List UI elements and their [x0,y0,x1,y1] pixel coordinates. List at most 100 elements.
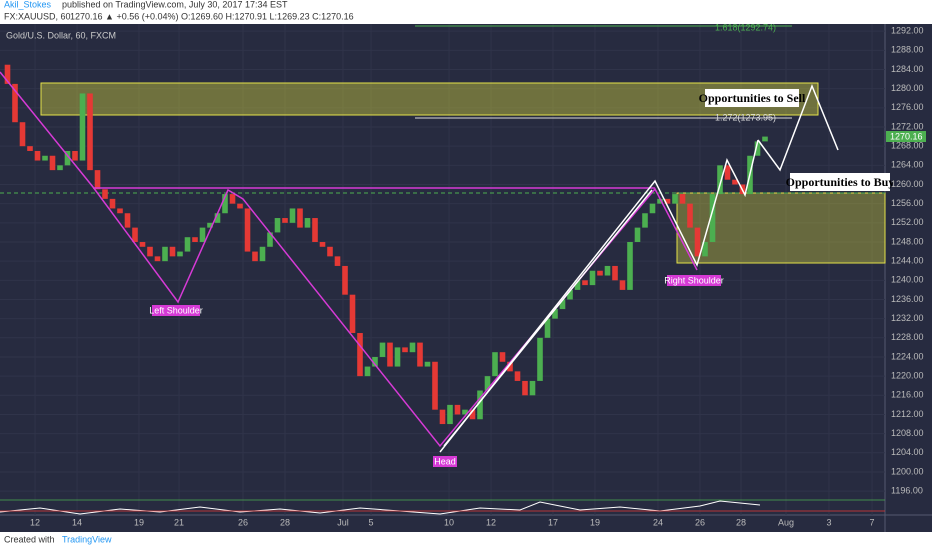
y-tick-label: 1220.00 [891,371,924,381]
brand[interactable]: TradingView [62,534,112,544]
y-tick-label: 1256.00 [891,198,924,208]
y-tick-label: 1200.00 [891,466,924,476]
published: published on TradingView.com, July 30, 2… [62,0,288,9]
candle [177,251,183,257]
label-box [705,89,799,107]
candle [327,246,333,257]
y-tick-label: 1272.00 [891,121,924,131]
annotation: Right Shoulder [664,275,724,285]
candle [297,208,303,228]
y-tick-label: 1208.00 [891,428,924,438]
candle [387,342,393,367]
annotation: Left Shoulder [149,305,203,315]
candle [732,179,738,185]
candle [72,150,78,161]
y-tick-label: 1280.00 [891,83,924,93]
candle [454,404,461,415]
trend-line [443,189,653,447]
candle [79,93,86,161]
tag [667,275,721,286]
candle [619,280,626,290]
y-tick-label: 1204.00 [891,447,924,457]
candle [649,203,656,214]
x-tick-label: Aug [778,517,794,527]
pattern-line [0,71,698,448]
candle [334,256,341,266]
candle [282,218,288,223]
footer: Created with [4,534,55,544]
label-box [790,173,890,191]
candle [634,227,641,242]
candle [19,122,26,147]
candle [477,390,483,420]
candle [559,299,566,310]
candle [169,246,176,257]
candle [394,347,401,367]
candle [687,203,693,228]
author[interactable]: Akil_Stokes [4,0,52,9]
candle [27,146,33,151]
candle [207,222,213,228]
candle [109,198,116,209]
candle [567,289,573,300]
candle [439,409,446,425]
annotation: Head [434,456,456,466]
candle [4,64,11,84]
candle [259,246,266,262]
candle [469,409,476,420]
candle [664,198,671,204]
symbol: FX:XAUUSD, 60 [4,11,71,21]
tag [152,305,200,316]
candle [42,155,48,161]
y-tick-label: 1276.00 [891,102,924,112]
x-tick-label: 24 [653,517,663,527]
candle [117,208,123,214]
projection-arrows [757,83,839,172]
candle [514,371,521,381]
candle [64,150,71,166]
candle [222,194,228,214]
candle [139,241,146,247]
candle [312,218,318,242]
candle [672,194,678,204]
x-tick-label: 21 [174,517,184,527]
y-tick-label: 1252.00 [891,217,924,227]
candle [507,361,513,372]
y-tick-label: 1224.00 [891,351,924,361]
candle [724,165,731,180]
x-tick-label: 28 [280,517,290,527]
candle [582,280,588,286]
candle [762,136,768,142]
candle [702,241,708,257]
candle [627,241,633,290]
candle [754,141,761,156]
candle [237,203,243,209]
candle [597,270,603,276]
tag [433,456,457,467]
annotation: Opportunities to Buy [786,175,895,189]
y-tick-label: 1236.00 [891,294,924,304]
y-tick-label: 1216.00 [891,390,924,400]
candle [274,218,281,233]
candle [402,347,408,353]
candle [364,366,371,377]
candle [94,170,101,190]
candle [604,265,611,276]
y-tick-label: 1228.00 [891,332,924,342]
fib-label: 1.618(1292.74) [715,22,776,32]
candle [709,194,716,242]
y-tick-label: 1264.00 [891,160,924,170]
candle [252,251,258,262]
y-tick-label: 1232.00 [891,313,924,323]
candle [342,265,348,295]
annotation: Opportunities to Sell [699,91,806,105]
candle [124,213,131,228]
y-tick-label: 1284.00 [891,64,924,74]
candle [499,352,506,362]
candle [12,83,18,123]
candle [574,280,581,290]
chart-title: Gold/U.S. Dollar, 60, FXCM [6,30,116,40]
y-tick-label: 1260.00 [891,179,924,189]
